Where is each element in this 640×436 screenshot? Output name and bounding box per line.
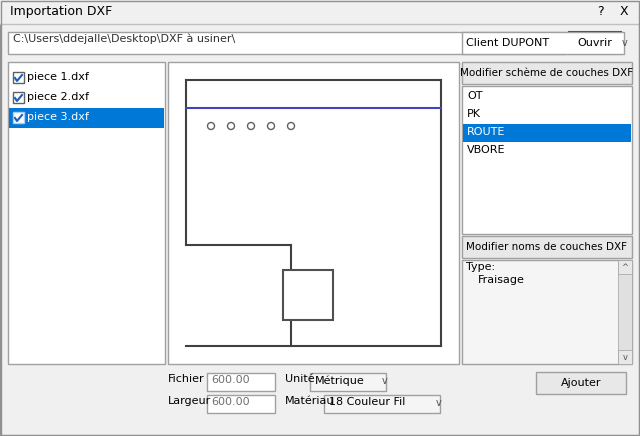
Bar — [462, 86, 632, 234]
Text: v: v — [623, 352, 627, 361]
Text: 600.00: 600.00 — [211, 397, 250, 407]
Text: v: v — [382, 376, 388, 386]
Text: Ajouter: Ajouter — [561, 378, 601, 388]
Bar — [462, 260, 632, 364]
Bar — [618, 350, 632, 364]
Bar — [8, 32, 566, 54]
Bar — [283, 270, 333, 320]
Text: v: v — [622, 38, 628, 48]
Bar — [463, 124, 631, 142]
Text: Largeur: Largeur — [168, 396, 211, 406]
Text: v: v — [436, 398, 442, 408]
Bar — [168, 62, 459, 364]
Bar — [324, 395, 440, 413]
Text: piece 2.dxf: piece 2.dxf — [27, 92, 89, 102]
Text: Importation DXF: Importation DXF — [10, 5, 112, 18]
Bar — [569, 32, 621, 54]
Text: 600.00: 600.00 — [211, 375, 250, 385]
Text: Matériau: Matériau — [285, 396, 335, 406]
Text: X: X — [620, 5, 628, 18]
Text: ?: ? — [597, 5, 604, 18]
Text: Métrique: Métrique — [315, 375, 365, 385]
Bar — [207, 373, 275, 391]
Bar — [310, 373, 386, 391]
Bar — [13, 92, 24, 103]
Bar — [13, 112, 24, 123]
Text: VBORE: VBORE — [467, 145, 506, 155]
Text: Fraisage: Fraisage — [478, 275, 525, 285]
Text: 18 Couleur Fil: 18 Couleur Fil — [329, 397, 405, 407]
Bar — [462, 236, 632, 258]
Text: Type:: Type: — [466, 262, 495, 272]
Bar — [536, 372, 626, 394]
Text: piece 3.dxf: piece 3.dxf — [27, 112, 89, 122]
Bar — [618, 260, 632, 364]
Text: piece 1.dxf: piece 1.dxf — [27, 72, 89, 82]
Text: Modifier noms de couches DXF: Modifier noms de couches DXF — [467, 242, 627, 252]
Text: Unité: Unité — [285, 374, 315, 384]
Text: ROUTE: ROUTE — [467, 127, 506, 137]
Bar — [207, 395, 275, 413]
Text: OT: OT — [467, 91, 483, 101]
Text: C:\Users\ddejalle\Desktop\DXF à usiner\: C:\Users\ddejalle\Desktop\DXF à usiner\ — [13, 33, 236, 44]
Text: PK: PK — [467, 109, 481, 119]
Bar — [618, 260, 632, 274]
Text: Fichier: Fichier — [168, 374, 205, 384]
Bar — [9, 108, 164, 128]
Text: Client DUPONT: Client DUPONT — [466, 38, 549, 48]
Bar — [8, 62, 165, 364]
Text: Modifier schème de couches DXF: Modifier schème de couches DXF — [460, 68, 634, 78]
Bar — [462, 32, 624, 54]
Bar — [0, 0, 640, 24]
Bar — [13, 72, 24, 83]
Bar — [462, 62, 632, 84]
Text: Ouvrir: Ouvrir — [577, 38, 612, 48]
Text: ^: ^ — [621, 262, 628, 272]
